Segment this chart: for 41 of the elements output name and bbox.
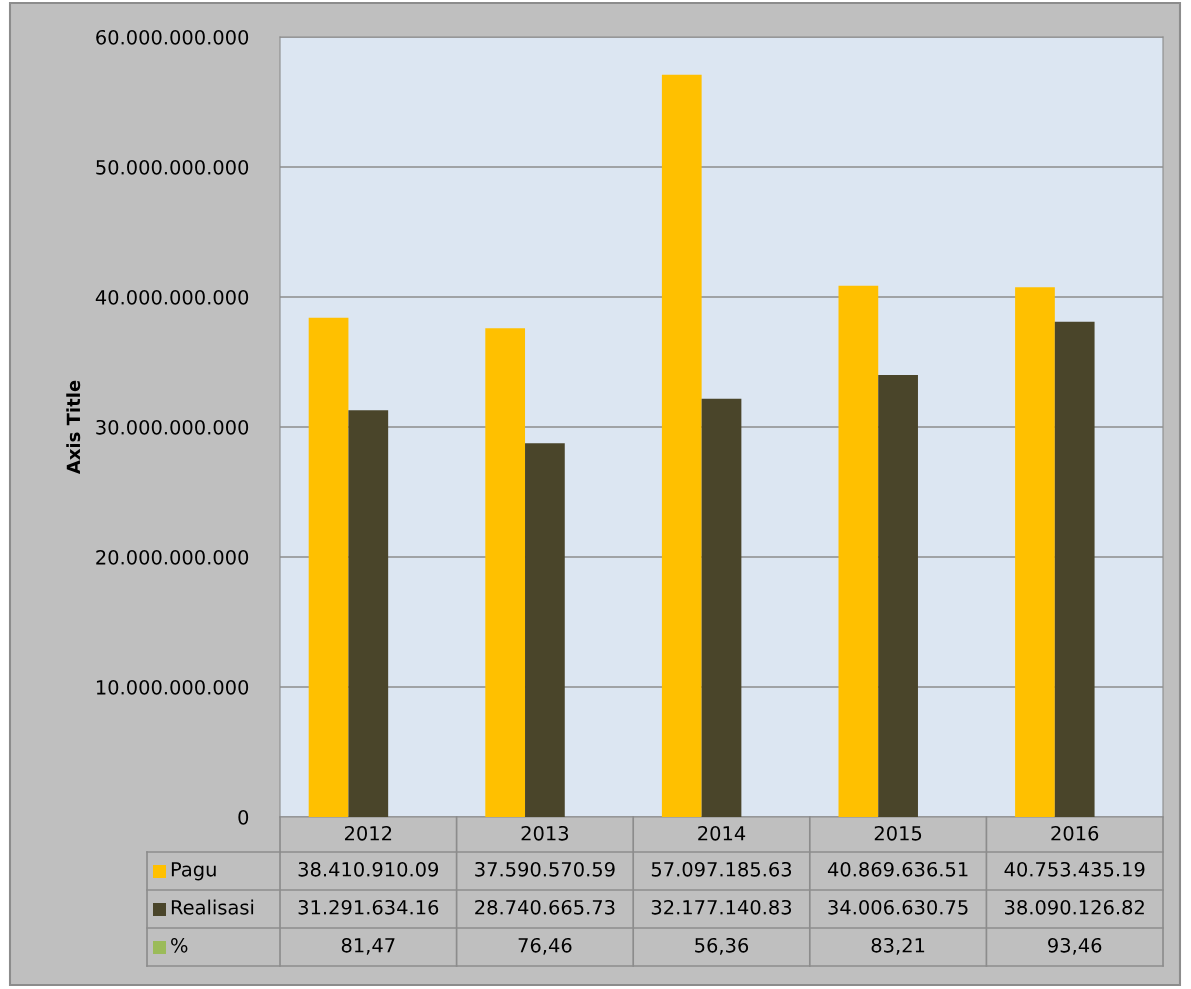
bar xyxy=(348,410,389,817)
data-label: 32.177.140.83 xyxy=(651,899,792,915)
legend-label: Realisasi xyxy=(171,899,254,915)
data-label: 76,46 xyxy=(518,937,572,955)
data-label: 34.006.630.75 xyxy=(828,899,968,915)
bar xyxy=(485,328,526,817)
data-label: 38.090.126.82 xyxy=(1005,899,1144,915)
y-tick-label: 20.000.000.000 xyxy=(96,549,249,565)
y-tick-label: 50.000.000.000 xyxy=(96,159,249,175)
y-tick-label: 40.000.000.000 xyxy=(95,289,249,305)
data-label: 28.740.665.73 xyxy=(475,899,615,915)
data-label: 40.753.435.19 xyxy=(1004,861,1145,877)
data-label: 37.590.570.59 xyxy=(475,861,615,877)
data-label: 83,21 xyxy=(871,937,925,955)
data-label: 31.291.634.16 xyxy=(298,899,439,915)
y-tick-label: 0 xyxy=(238,809,249,825)
bar xyxy=(308,317,349,817)
x-tick-label: 2015 xyxy=(874,825,922,841)
bar xyxy=(661,74,702,817)
y-axis-title: Axis Title xyxy=(66,380,81,475)
data-label: 81,47 xyxy=(341,937,395,955)
x-tick-label: 2014 xyxy=(698,825,746,841)
data-label: 38.410.910.09 xyxy=(298,861,439,877)
y-tick-label: 30.000.000.000 xyxy=(96,419,249,435)
y-tick-label: 60.000.000.000 xyxy=(96,29,249,45)
bar xyxy=(1054,321,1095,817)
legend-label: % xyxy=(171,937,188,953)
bar xyxy=(1015,287,1055,817)
data-label: 40.869.636.51 xyxy=(827,861,968,877)
legend-label: Pagu xyxy=(171,862,216,881)
data-label: 56,36 xyxy=(695,937,749,955)
bar xyxy=(838,285,879,817)
x-tick-label: 2012 xyxy=(344,825,392,841)
x-tick-label: 2016 xyxy=(1051,825,1099,841)
bar xyxy=(701,398,742,817)
bar xyxy=(525,443,565,817)
y-tick-label: 10.000.000.000 xyxy=(96,679,249,695)
bar xyxy=(878,374,918,817)
data-label: 93,46 xyxy=(1048,937,1102,955)
data-label: 57.097.185.63 xyxy=(651,861,792,877)
x-tick-label: 2013 xyxy=(521,825,569,841)
